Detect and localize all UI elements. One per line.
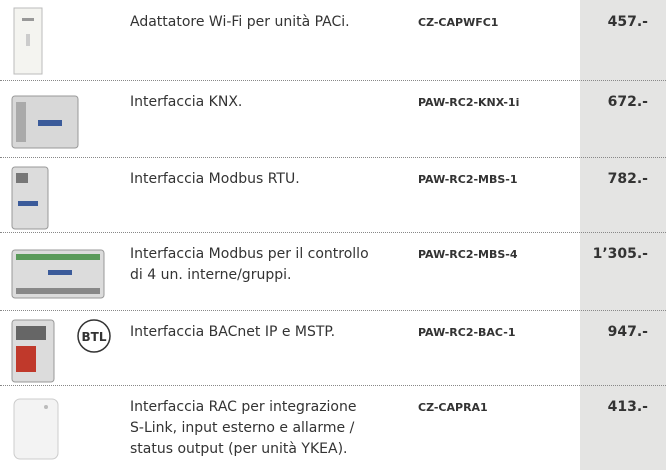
description: Interfaccia Modbus RTU. xyxy=(130,169,400,190)
product-row: Adattatore Wi-Fi per unità PACi. CZ-CAPW… xyxy=(0,0,666,80)
separator xyxy=(0,232,666,233)
price: 782.- xyxy=(607,171,648,187)
description-line: S-Link, input esterno e allarme / xyxy=(130,420,355,436)
description-line: Interfaccia KNX. xyxy=(130,94,243,110)
product-row: BTL Interfaccia BACnet IP e MSTP. PAW-RC… xyxy=(0,310,666,385)
description-line: Interfaccia Modbus RTU. xyxy=(130,171,300,187)
certification-badge: BTL xyxy=(82,330,107,344)
separator xyxy=(0,80,666,81)
product-image xyxy=(13,398,59,460)
description-line: di 4 un. interne/gruppi. xyxy=(130,267,292,283)
description-line: Interfaccia BACnet IP e MSTP. xyxy=(130,324,336,340)
product-code: CZ-CAPRA1 xyxy=(418,401,488,414)
description-line: Adattatore Wi-Fi per unità PACi. xyxy=(130,14,350,30)
description: Interfaccia Modbus per il controllo di 4 … xyxy=(130,244,400,286)
product-image xyxy=(11,95,79,149)
description: Interfaccia KNX. xyxy=(130,92,400,113)
price: 1’305.- xyxy=(592,246,648,262)
product-image xyxy=(11,249,105,299)
product-row: Interfaccia KNX. PAW-RC2-KNX-1i 672.- xyxy=(0,80,666,157)
product-code: PAW-RC2-KNX-1i xyxy=(418,96,520,109)
product-image xyxy=(11,166,49,230)
description: Interfaccia BACnet IP e MSTP. xyxy=(130,322,400,343)
description: Interfaccia RAC per integrazione S-Link, … xyxy=(130,397,400,460)
price: 672.- xyxy=(607,94,648,110)
description-line: Interfaccia Modbus per il controllo xyxy=(130,246,369,262)
product-code: PAW-RC2-MBS-1 xyxy=(418,173,518,186)
separator xyxy=(0,385,666,386)
product-code: PAW-RC2-MBS-4 xyxy=(418,248,518,261)
description-line: Interfaccia RAC per integrazione xyxy=(130,399,357,415)
price: 457.- xyxy=(607,14,648,30)
price-column xyxy=(580,0,666,470)
separator xyxy=(0,157,666,158)
product-code: CZ-CAPWFC1 xyxy=(418,16,499,29)
price: 413.- xyxy=(607,399,648,415)
price: 947.- xyxy=(607,324,648,340)
product-code: PAW-RC2-BAC-1 xyxy=(418,326,516,339)
product-row: Interfaccia Modbus per il controllo di 4 … xyxy=(0,232,666,310)
description: Adattatore Wi-Fi per unità PACi. xyxy=(130,12,400,33)
description-line: status output (per unità YKEA). xyxy=(130,441,348,457)
separator xyxy=(0,310,666,311)
product-image xyxy=(13,7,43,75)
product-image: BTL xyxy=(11,319,111,383)
product-row: Interfaccia RAC per integrazione S-Link, … xyxy=(0,385,666,470)
product-row: Interfaccia Modbus RTU. PAW-RC2-MBS-1 78… xyxy=(0,157,666,232)
